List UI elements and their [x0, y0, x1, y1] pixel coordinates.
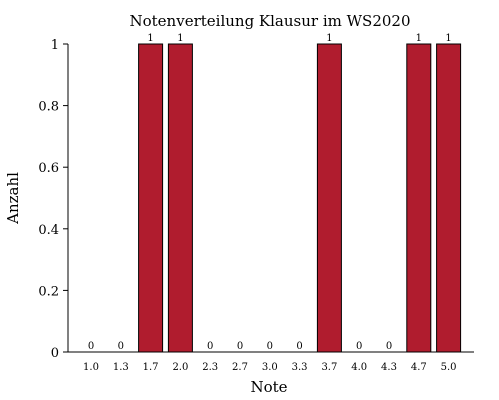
- bar-value-label: 0: [118, 341, 124, 352]
- x-tick-label: 2.7: [232, 362, 248, 373]
- bar: [138, 43, 164, 353]
- bar: [316, 43, 342, 353]
- y-tick-label: 1: [51, 38, 59, 53]
- bars: 0 0 1 1 0 0 0 0 1 0 0 1 1: [88, 33, 462, 353]
- bar-value-label: 0: [207, 341, 213, 352]
- chart-title: Notenverteilung Klausur im WS2020: [130, 12, 411, 30]
- bar-value-label: 0: [356, 341, 362, 352]
- bar-value-label: 1: [445, 33, 451, 44]
- x-tick-label: 1.3: [113, 362, 129, 373]
- bar: [406, 43, 432, 353]
- x-tick-label: 3.7: [321, 362, 337, 373]
- x-axis-label: Note: [250, 378, 287, 396]
- bar-value-label: 1: [326, 33, 332, 44]
- x-tick-label: 3.0: [262, 362, 278, 373]
- bar-value-label: 0: [296, 341, 302, 352]
- y-tick-label: 0.4: [38, 223, 59, 238]
- y-axis-label: Anzahl: [4, 172, 22, 225]
- x-tick-label: 4.3: [381, 362, 397, 373]
- x-tick-label: 2.0: [172, 362, 188, 373]
- x-tick-label: 2.3: [202, 362, 218, 373]
- bar-value-label: 1: [177, 33, 183, 44]
- y-axis-ticks: 0 0.2 0.4 0.6 0.8 1: [38, 38, 68, 361]
- x-tick-label: 3.3: [292, 362, 308, 373]
- y-tick-label: 0: [51, 346, 59, 361]
- y-tick-label: 0.8: [38, 100, 59, 115]
- x-tick-label: 4.7: [411, 362, 427, 373]
- bar-value-label: 1: [416, 33, 422, 44]
- x-tick-label: 4.0: [351, 362, 367, 373]
- bar: [167, 43, 193, 353]
- bar-value-label: 0: [386, 341, 392, 352]
- bar-value-label: 1: [147, 33, 153, 44]
- x-tick-label: 1.7: [143, 362, 159, 373]
- bar-value-label: 0: [237, 341, 243, 352]
- y-tick-label: 0.6: [38, 161, 59, 176]
- x-tick-label: 1.0: [83, 362, 99, 373]
- bar: [436, 43, 462, 353]
- bar-value-label: 0: [88, 341, 94, 352]
- y-tick-label: 0.2: [38, 284, 59, 299]
- x-tick-label: 5.0: [441, 362, 457, 373]
- bar-value-label: 0: [267, 341, 273, 352]
- x-axis-ticks: 1.0 1.3 1.7 2.0 2.3 2.7 3.0 3.3 3.7 4.0 4.3 4.7 5.0: [83, 362, 457, 373]
